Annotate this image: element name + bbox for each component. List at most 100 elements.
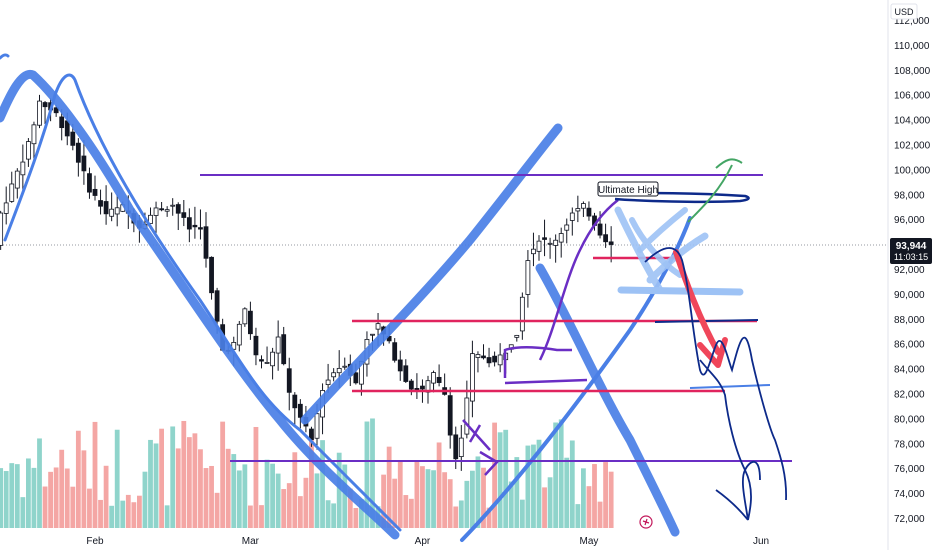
candle-down bbox=[542, 237, 547, 240]
volume-bar bbox=[603, 462, 608, 528]
volume-bar bbox=[492, 422, 497, 528]
volume-bar bbox=[558, 419, 564, 528]
volume-bar bbox=[175, 448, 181, 528]
volume-bar bbox=[425, 469, 431, 528]
candle-down bbox=[53, 107, 59, 114]
volume-bar bbox=[31, 467, 37, 528]
candle-down bbox=[75, 142, 81, 163]
candle-up bbox=[469, 353, 475, 402]
candle-up bbox=[497, 354, 503, 366]
price-axis-panel[interactable] bbox=[888, 0, 932, 550]
volume-bar bbox=[536, 439, 542, 528]
volume-bar bbox=[81, 450, 87, 528]
volume-bar bbox=[220, 421, 226, 528]
last-price-badge[interactable]: 93,944 11:03:15 bbox=[890, 238, 932, 264]
volume-bar bbox=[192, 433, 198, 528]
red-arrow-down[interactable] bbox=[673, 249, 721, 355]
volume-bar bbox=[475, 456, 481, 528]
red-arrow-head[interactable] bbox=[697, 337, 728, 368]
candle-down bbox=[81, 155, 87, 172]
currency-label: USD bbox=[894, 7, 914, 17]
candle-down bbox=[203, 226, 209, 259]
volume-bar bbox=[214, 492, 220, 528]
volume-bar bbox=[453, 506, 459, 528]
volume-bar bbox=[286, 483, 292, 528]
green-arrow-up[interactable] bbox=[687, 164, 733, 223]
volume-bar bbox=[259, 505, 264, 528]
volume-bar bbox=[125, 494, 131, 528]
navy-hline-88k[interactable] bbox=[654, 319, 759, 323]
candle-down bbox=[436, 376, 442, 383]
navy-projection-path[interactable] bbox=[644, 247, 787, 521]
volume-bar bbox=[592, 464, 597, 528]
volume-bar bbox=[569, 440, 575, 528]
volume-bar bbox=[14, 464, 20, 528]
candle-down bbox=[408, 380, 414, 390]
purple-box-april[interactable] bbox=[503, 346, 572, 378]
blue-trend-stroke-1[interactable] bbox=[0, 69, 400, 540]
blue-trend-stroke-3[interactable] bbox=[0, 53, 10, 60]
volume-bar bbox=[581, 468, 586, 528]
volume-bar bbox=[87, 488, 92, 528]
volume-bar bbox=[42, 486, 48, 528]
green-arrow-head[interactable] bbox=[715, 158, 743, 169]
candle-up bbox=[164, 209, 170, 212]
candle-down bbox=[353, 372, 359, 384]
price-tick-label: 72,000 bbox=[894, 514, 925, 525]
blue-hline-83k[interactable] bbox=[689, 384, 771, 389]
price-tick-label: 80,000 bbox=[894, 414, 925, 425]
candle-down bbox=[175, 204, 181, 214]
candle-down bbox=[159, 208, 165, 211]
candle-down bbox=[292, 394, 298, 409]
candle-up bbox=[464, 397, 470, 435]
volume-bar bbox=[442, 472, 448, 528]
price-tick-label: 76,000 bbox=[894, 464, 925, 475]
candle-down bbox=[181, 212, 187, 218]
price-tick-label: 108,000 bbox=[894, 66, 931, 77]
time-tick-apr: Apr bbox=[415, 536, 431, 547]
ultimate-high-marker[interactable] bbox=[614, 191, 750, 204]
purple-x-mark[interactable] bbox=[462, 419, 499, 476]
volume-bar bbox=[470, 470, 475, 528]
price-tick-label: 98,000 bbox=[894, 190, 925, 201]
candle-up bbox=[569, 212, 575, 221]
time-axis[interactable]: Feb Mar Apr May Jun bbox=[86, 536, 769, 547]
candle-down bbox=[192, 224, 198, 228]
volume-bar bbox=[525, 445, 531, 528]
candle-up bbox=[170, 204, 176, 207]
volume-bar bbox=[458, 500, 464, 528]
candle-up bbox=[531, 248, 536, 255]
currency-badge[interactable]: USD bbox=[890, 3, 918, 20]
lightblue-cross-2[interactable] bbox=[629, 207, 688, 278]
lightblue-band[interactable] bbox=[617, 286, 744, 296]
volume-bar bbox=[137, 495, 142, 528]
candle-up bbox=[14, 170, 20, 189]
drawings[interactable] bbox=[0, 53, 792, 542]
blue-rising-stroke[interactable] bbox=[300, 123, 563, 425]
volume-bar bbox=[37, 438, 42, 528]
candle-up bbox=[148, 214, 153, 224]
candle-up bbox=[0, 212, 4, 246]
blue-falling-stroke[interactable] bbox=[535, 263, 680, 537]
ultimate-high-label[interactable]: Ultimate High bbox=[597, 181, 659, 197]
price-tick-label: 90,000 bbox=[894, 290, 925, 301]
candle-up bbox=[242, 308, 248, 325]
purple-curve-rise[interactable] bbox=[538, 199, 619, 361]
event-icon[interactable] bbox=[639, 515, 653, 529]
price-tick-label: 86,000 bbox=[894, 340, 925, 351]
volume-bar bbox=[98, 499, 103, 528]
candle-up bbox=[342, 365, 348, 368]
last-price-value: 93,944 bbox=[896, 241, 927, 252]
volume-bar bbox=[503, 429, 509, 528]
candle-down bbox=[214, 290, 220, 322]
volume-bar bbox=[59, 449, 65, 528]
time-tick-mar: Mar bbox=[242, 536, 260, 547]
blue-trend-stroke-2[interactable] bbox=[3, 73, 402, 532]
volume-bar bbox=[131, 502, 137, 528]
volume-bar bbox=[353, 507, 359, 528]
volume-bar bbox=[253, 426, 259, 528]
candle-up bbox=[31, 124, 37, 145]
purple-line-april-lower[interactable] bbox=[504, 378, 588, 385]
